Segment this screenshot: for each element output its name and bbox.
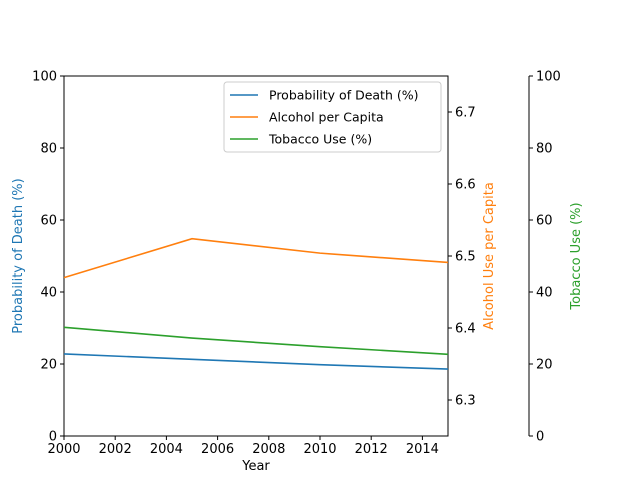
legend: Probability of Death (%) Alcohol per Capi… bbox=[223, 81, 442, 153]
y-tick-label: 6.4 bbox=[455, 322, 476, 337]
y-tick-label: 6.6 bbox=[455, 178, 476, 193]
y-axis-title: Alcohol Use per Capita bbox=[482, 182, 497, 330]
series-layer bbox=[63, 237, 449, 370]
legend-entry: Tobacco Use (%) bbox=[268, 132, 372, 147]
y-tick-label: 40 bbox=[536, 286, 553, 301]
legend-box bbox=[223, 81, 442, 153]
y-tick-label: 60 bbox=[40, 214, 57, 229]
y-axis-title: Probability of Death (%) bbox=[11, 178, 26, 333]
series-line-0 bbox=[63, 353, 449, 370]
y-axis-alcohol-use: 6.3 6.4 6.5 6.6 6.7 Alcohol Use per Capita bbox=[448, 106, 497, 409]
y-tick-label: 6.3 bbox=[455, 394, 476, 409]
x-tick-label: 2008 bbox=[252, 442, 285, 457]
legend-entry: Alcohol per Capita bbox=[269, 110, 384, 125]
x-tick-label: 2010 bbox=[303, 442, 336, 457]
legend-entry: Probability of Death (%) bbox=[269, 88, 418, 103]
y-tick-label: 40 bbox=[40, 286, 57, 301]
y-tick-label: 80 bbox=[40, 142, 57, 157]
y-tick-label: 6.5 bbox=[455, 250, 476, 265]
y-tick-label: 6.7 bbox=[455, 106, 476, 121]
y-tick-label: 0 bbox=[536, 430, 544, 445]
x-tick-label: 2004 bbox=[150, 442, 183, 457]
series-line-1 bbox=[63, 237, 449, 279]
series-line-2 bbox=[63, 326, 449, 356]
x-tick-label: 2014 bbox=[406, 442, 439, 457]
x-tick-label: 2006 bbox=[201, 442, 234, 457]
y-tick-label: 100 bbox=[32, 70, 57, 85]
x-axis: 2000 2002 2004 2006 2008 2010 2012 2014 bbox=[47, 436, 439, 457]
y-tick-label: 20 bbox=[40, 358, 57, 373]
y-axis-probability-of-death: 0 20 40 60 80 100 Probability of Death (%) bbox=[11, 70, 64, 445]
x-tick-label: 2002 bbox=[99, 442, 132, 457]
x-tick-label: 2012 bbox=[355, 442, 388, 457]
x-axis-title: Year bbox=[241, 459, 270, 474]
y-axis-tobacco-use: 0 20 40 60 80 100 Tobacco Use (%) bbox=[529, 70, 584, 445]
y-tick-label: 0 bbox=[49, 430, 57, 445]
y-tick-label: 80 bbox=[536, 142, 553, 157]
y-tick-label: 100 bbox=[536, 70, 561, 85]
y-tick-label: 20 bbox=[536, 358, 553, 373]
x-tick-label: 2000 bbox=[47, 442, 80, 457]
y-tick-label: 60 bbox=[536, 214, 553, 229]
y-axis-title: Tobacco Use (%) bbox=[569, 202, 584, 310]
